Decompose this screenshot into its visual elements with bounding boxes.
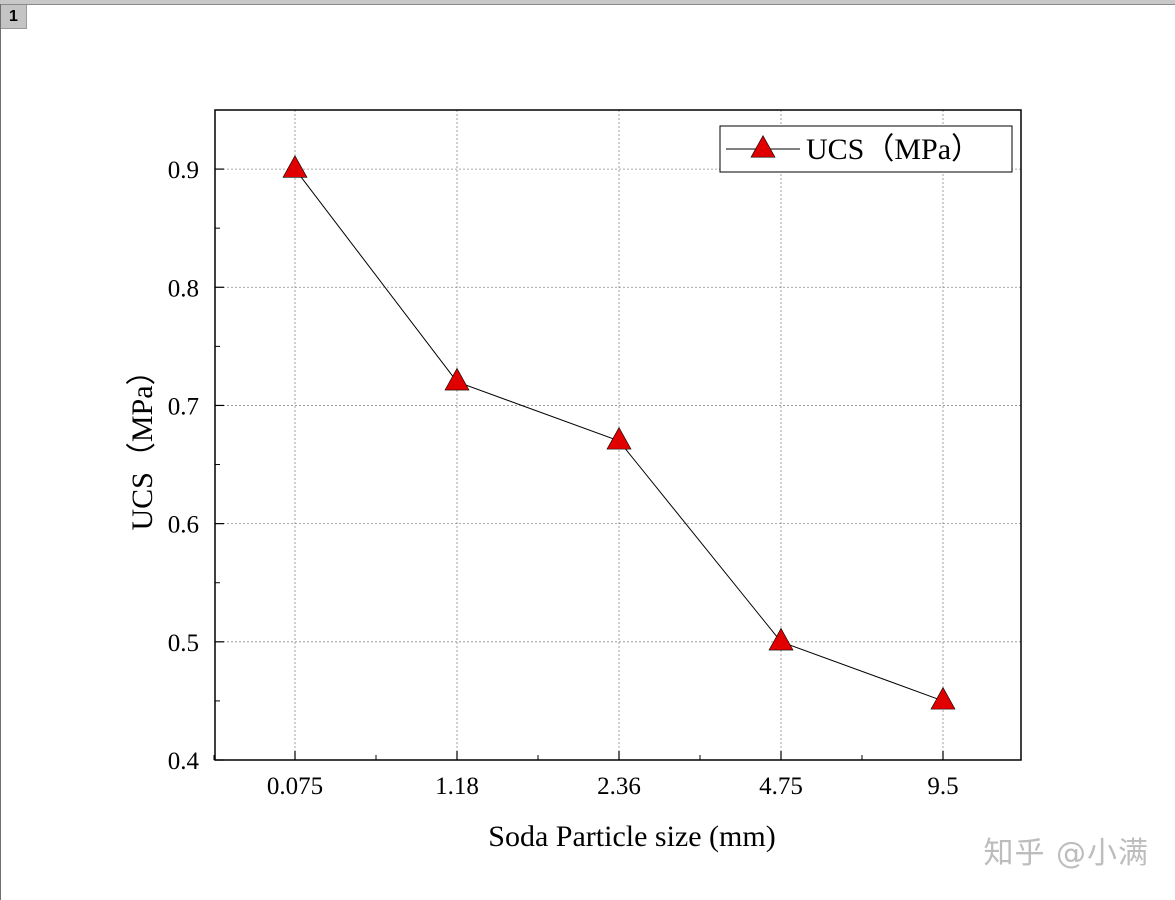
y-tick-label: 0.6 bbox=[168, 512, 199, 539]
x-tick-label: 2.36 bbox=[597, 773, 641, 800]
watermark: 知乎 @小满 bbox=[983, 836, 1149, 871]
data-point-triangle bbox=[606, 426, 632, 450]
y-tick-label: 0.4 bbox=[168, 748, 200, 775]
y-tick-label: 0.8 bbox=[168, 275, 199, 302]
legend-label: UCS（MPa） bbox=[806, 133, 981, 166]
data-point-triangle bbox=[282, 155, 308, 178]
y-tick-label: 0.7 bbox=[168, 393, 199, 420]
data-point-triangle bbox=[930, 686, 956, 710]
window-left-border bbox=[0, 4, 1, 900]
axes: 0.4 0.5 0.6 0.7 0.8 0.9 0.075 1.18 2.36 4.75 9.5 bbox=[168, 157, 959, 800]
x-tick-label: 0.075 bbox=[267, 773, 323, 800]
x-axis-title: Soda Particle size (mm) bbox=[488, 820, 775, 853]
data-point-triangle bbox=[444, 367, 470, 391]
x-tick-label: 4.75 bbox=[759, 773, 803, 800]
window-top-strip bbox=[0, 0, 1175, 5]
data-point-triangle bbox=[768, 627, 794, 651]
plot-area-frame bbox=[214, 109, 1022, 761]
page-tab[interactable]: 1 bbox=[1, 5, 27, 29]
y-tick-label: 0.5 bbox=[168, 630, 199, 657]
x-tick-label: 9.5 bbox=[927, 773, 958, 800]
y-tick-label: 0.9 bbox=[168, 157, 199, 184]
legend-triangle-marker bbox=[750, 134, 776, 158]
x-tick-label: 1.18 bbox=[435, 773, 479, 800]
series-ucs bbox=[282, 155, 956, 710]
grid-lines bbox=[215, 110, 1021, 760]
y-axis-title: UCS（MPa） bbox=[126, 355, 159, 530]
legend: UCS（MPa） bbox=[719, 125, 1013, 173]
